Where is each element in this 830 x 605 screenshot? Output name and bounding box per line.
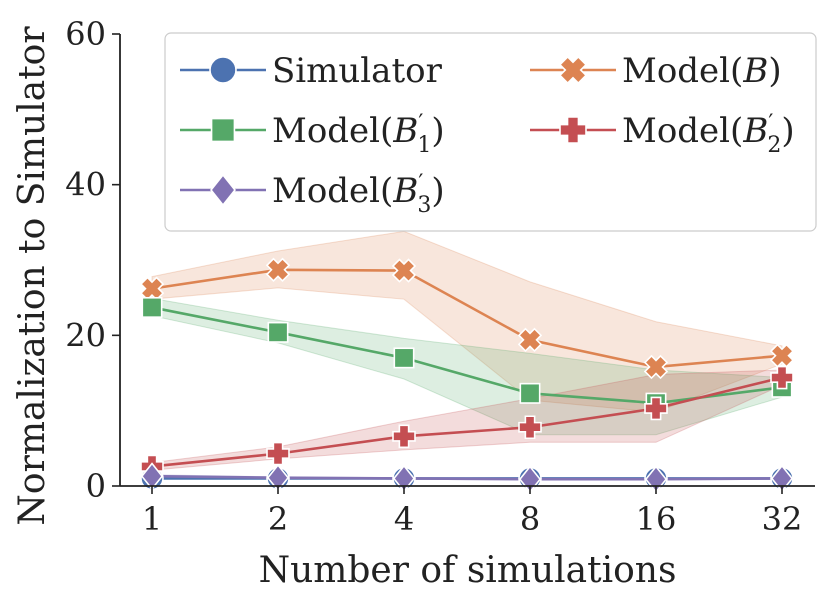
x-tick-label-4: 4 <box>394 500 414 538</box>
point-model-b-1-8 <box>519 382 541 404</box>
legend-item-model-b-3: Model(B′ 3) <box>180 171 445 218</box>
point-model-b-1-2 <box>267 321 289 343</box>
legend-marker-model-b-3 <box>210 173 236 207</box>
point-model-b-2-16 <box>644 396 668 421</box>
y-tick-label-0: 0 <box>86 467 106 505</box>
point-model-b-4 <box>391 258 417 283</box>
legend-marker-model-b <box>558 55 588 85</box>
y-tick-label-20: 20 <box>65 316 106 354</box>
legend-label-model-b: Model(B) <box>622 51 782 91</box>
point-model-b-1-1 <box>141 296 163 318</box>
x-tick-label-16: 16 <box>636 500 677 538</box>
point-model-b-1-4 <box>393 347 415 369</box>
series-lines <box>151 268 783 481</box>
legend-item-model-b-1: Model(B′ 1) <box>180 111 445 158</box>
legend-label-model-b-2: Model(B′ 2) <box>622 111 795 158</box>
line-model-b <box>151 268 783 369</box>
point-model-b-8 <box>517 327 543 353</box>
x-tick-label-8: 8 <box>520 500 540 538</box>
line-model-b-3 <box>151 474 783 481</box>
point-model-b-2-32 <box>770 365 794 390</box>
line-model-b-2 <box>151 376 783 468</box>
axes: 0 20 40 60 1 2 4 8 16 32 Number of simulations Norm… <box>12 15 815 591</box>
series-markers <box>139 257 795 494</box>
legend-marker-model-b-2 <box>559 116 587 144</box>
point-model-b-2-2 <box>266 441 290 466</box>
point-model-b-2-8 <box>518 415 542 440</box>
legend-item-model-b: Model(B) <box>530 51 782 91</box>
legend-item-simulator: Simulator <box>180 51 443 91</box>
y-tick-label-40: 40 <box>65 166 106 204</box>
point-model-b-16 <box>643 354 669 380</box>
legend-box <box>164 32 817 232</box>
x-axis-label: Number of simulations <box>259 550 677 591</box>
legend-label-simulator: Simulator <box>272 51 443 91</box>
legend-item-model-b-2: Model(B′ 2) <box>530 111 795 158</box>
legend-label-model-b-1: Model(B′ 1) <box>272 111 445 158</box>
y-tick-label-60: 60 <box>65 15 106 53</box>
legend-marker-model-b-1 <box>210 117 236 143</box>
x-tick-label-1: 1 <box>142 500 162 538</box>
x-tick-label-2: 2 <box>268 500 288 538</box>
line-model-b-1 <box>151 306 783 405</box>
legend-label-model-b-3: Model(B′ 3) <box>272 171 445 218</box>
x-tick-label-32: 32 <box>762 500 803 538</box>
y-axis-label: Normalization to Simulator <box>12 26 53 526</box>
point-model-b-2-4 <box>392 424 416 449</box>
confidence-bands <box>151 230 783 481</box>
point-model-b-2 <box>265 257 291 282</box>
legend-marker-simulator <box>209 56 237 84</box>
legend: Simulator Model(B) Model(B′ 1) Model(B′ 2) Mod… <box>164 32 817 232</box>
